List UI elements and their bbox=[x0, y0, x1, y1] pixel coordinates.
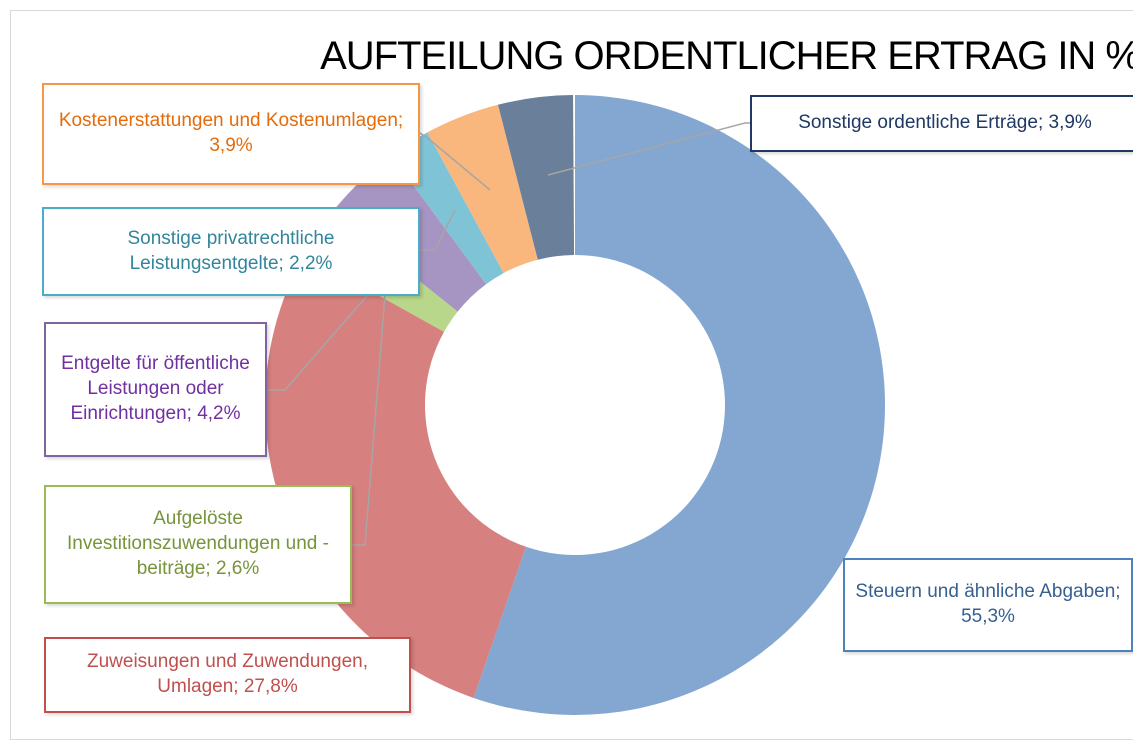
leader-line bbox=[267, 274, 386, 391]
leader-lines bbox=[267, 122, 750, 546]
data-label: Sonstige privatrechtliche Leistungsentge… bbox=[42, 207, 420, 296]
donut-segment bbox=[265, 253, 526, 698]
donut-segment bbox=[473, 95, 885, 715]
donut-segment bbox=[497, 95, 575, 260]
leader-line bbox=[352, 294, 386, 546]
data-label: Steuern und ähnliche Abgaben; 55,3% bbox=[843, 558, 1133, 652]
data-label: Entgelte für öffentliche Leistungen oder… bbox=[44, 322, 267, 457]
page: AUFTEILUNG ORDENTLICHER ERTRAG IN % (() … bbox=[10, 10, 1133, 740]
leader-line bbox=[419, 132, 491, 191]
data-label: Zuweisungen und Zuwendungen, Umlagen; 27… bbox=[44, 637, 411, 713]
data-label: Sonstige ordentliche Erträge; 3,9% bbox=[750, 95, 1133, 152]
data-label: Aufgelöste Investitionszuwendungen und -… bbox=[44, 485, 352, 604]
data-label: Kostenerstattungen und Kostenumlagen; 3,… bbox=[42, 83, 420, 185]
leader-line bbox=[420, 209, 456, 251]
donut-segment bbox=[427, 104, 538, 274]
leader-line bbox=[547, 122, 750, 176]
chart-title: AUFTEILUNG ORDENTLICHER ERTRAG IN % bbox=[320, 34, 1133, 78]
